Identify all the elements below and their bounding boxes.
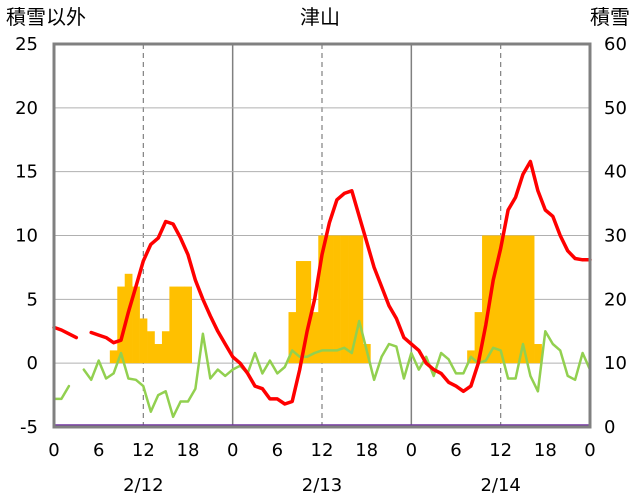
left-tick-label: 25	[15, 34, 38, 55]
right-tick-label: 30	[604, 226, 627, 247]
temperature-line-1	[52, 325, 79, 340]
date-label: 2/14	[480, 475, 520, 496]
snow-depth-bar	[348, 235, 356, 364]
snow-depth-bar	[496, 235, 505, 364]
snow-depth-bar	[124, 273, 133, 364]
left-tick-label: -5	[20, 417, 38, 438]
x-axis-ticks: 0 6 12 18 0 6 12 18 0 6 12 18 0	[48, 440, 595, 461]
snow-depth-bar	[482, 235, 490, 364]
snow-depth-bar	[474, 312, 483, 364]
left-tick-label: 0	[27, 353, 38, 374]
x-tick-label: 12	[489, 440, 512, 461]
x-tick-label: 18	[534, 440, 557, 461]
x-tick-label: 0	[406, 440, 417, 461]
green-series-line-2	[82, 319, 592, 419]
snow-depth-bar	[139, 318, 148, 364]
left-tick-label: 20	[15, 98, 38, 119]
snow-depth-bar	[154, 344, 163, 364]
x-tick-label: 6	[450, 440, 461, 461]
snow-depth-bar	[333, 235, 341, 364]
left-tick-label: 10	[15, 226, 38, 247]
snow-depth-bar	[310, 312, 319, 364]
x-tick-label: 6	[93, 440, 104, 461]
snow-depth-bar	[295, 261, 304, 364]
snow-depth-bar	[519, 235, 528, 364]
right-tick-label: 60	[604, 34, 627, 55]
x-tick-label: 0	[48, 440, 59, 461]
x-tick-label: 18	[355, 440, 378, 461]
right-tick-label: 20	[604, 289, 627, 310]
x-tick-label: 12	[132, 440, 155, 461]
plot-frame	[52, 42, 592, 429]
date-label: 2/13	[302, 475, 342, 496]
snow-depth-bar	[288, 312, 297, 364]
right-axis-ticks: 60 50 40 30 20 10 0	[604, 34, 627, 438]
right-tick-label: 0	[604, 417, 615, 438]
snow-depth-bar	[526, 235, 535, 364]
right-tick-label: 10	[604, 353, 627, 374]
snow-depth-bar	[534, 344, 542, 364]
date-label: 2/12	[123, 475, 163, 496]
date-labels: 2/12 2/13 2/14	[123, 475, 521, 496]
snow-depth-bar	[303, 261, 312, 364]
snow-depth-bar	[325, 235, 334, 364]
right-axis-label: 積雪	[590, 5, 630, 29]
left-tick-label: 5	[27, 289, 38, 310]
snow-depth-bar	[511, 235, 520, 364]
x-tick-label: 0	[584, 440, 595, 461]
snow-depth-bar	[109, 350, 118, 364]
snow-depth-bar	[169, 286, 178, 364]
snow-depth-bar	[184, 286, 193, 364]
x-tick-label: 18	[177, 440, 200, 461]
green-series-line-1	[52, 384, 71, 401]
snow-depth-bar	[489, 235, 498, 364]
snow-depth-bar	[176, 286, 185, 364]
snow-depth-bar	[132, 286, 140, 364]
chart-title: 津山	[300, 5, 340, 29]
snow-depth-bar	[340, 235, 349, 364]
temperature-line-2	[89, 159, 592, 406]
x-tick-label: 0	[227, 440, 238, 461]
left-tick-label: 15	[15, 162, 38, 183]
snow-depth-bar	[117, 286, 126, 364]
snow-depth-bar	[318, 235, 327, 364]
left-axis-label: 積雪以外	[6, 5, 86, 29]
x-tick-label: 12	[311, 440, 334, 461]
right-tick-label: 40	[604, 162, 627, 183]
snow-depth-bar	[355, 235, 364, 364]
snow-depth-bar	[504, 235, 513, 364]
snow-depth-bar	[147, 331, 155, 364]
right-tick-label: 50	[604, 98, 627, 119]
x-tick-label: 6	[272, 440, 283, 461]
left-axis-ticks: 25 20 15 10 5 0 -5	[15, 34, 38, 438]
snow-depth-bar	[161, 331, 170, 364]
